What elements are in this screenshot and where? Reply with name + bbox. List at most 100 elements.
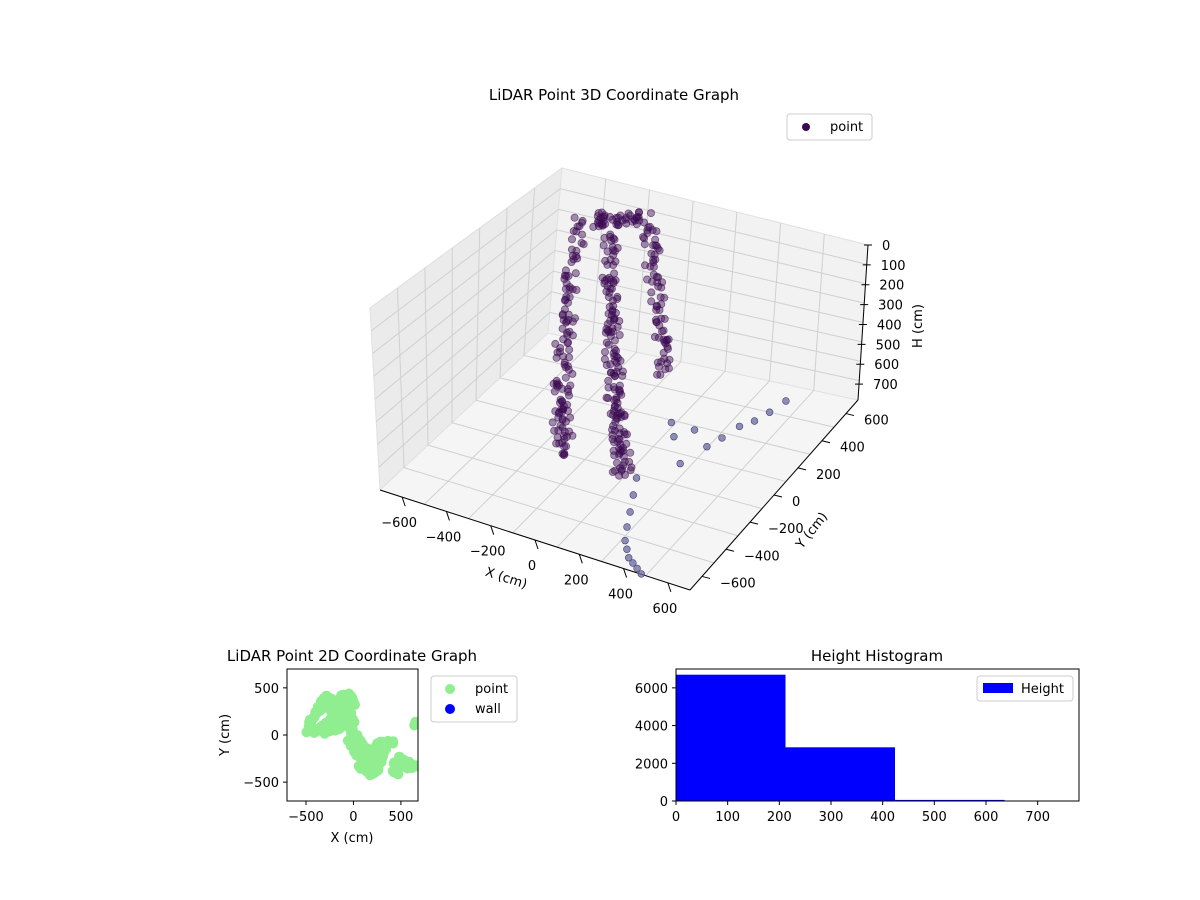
scatter-point-3d xyxy=(599,241,608,250)
scatter-point-3d xyxy=(552,353,561,362)
scatter-point-3d xyxy=(615,330,624,339)
legend-3d-label: point xyxy=(830,120,863,135)
x-tick-label-3d: −600 xyxy=(381,516,417,531)
scatter-point-3d xyxy=(653,370,662,379)
ticks-histogram: 0 100 200 300 400 500 600 700 0 2000 4000 6000 xyxy=(635,682,1050,825)
grid-line-z xyxy=(375,270,862,423)
scatter-point-3d xyxy=(627,463,636,472)
scatter-point-3d xyxy=(606,360,615,369)
grid-line-y xyxy=(396,287,715,564)
scatter-point-3d-outlier xyxy=(667,418,676,427)
z-tick-label-3d: 400 xyxy=(877,318,902,333)
scatter-point-3d xyxy=(615,449,624,458)
scatter-point-3d xyxy=(571,269,580,278)
grid-3d xyxy=(370,178,867,577)
scatter-point-3d xyxy=(568,235,577,244)
scatter-point-3d xyxy=(565,283,574,292)
histogram-bars xyxy=(676,674,1005,801)
scatter-point-3d xyxy=(565,285,574,294)
scatter-point-3d xyxy=(646,262,655,271)
scatter-point-3d xyxy=(558,310,567,319)
chart-2d: LiDAR Point 2D Coordinate Graph −500 0 500… xyxy=(218,647,518,846)
scatter-point-3d-outlier xyxy=(782,397,790,405)
x-tick-3d xyxy=(667,582,672,593)
scatter-point-3d xyxy=(647,288,656,297)
scatter-point-3d xyxy=(559,352,568,361)
scatter-point-3d xyxy=(640,218,649,227)
scatter-point-3d xyxy=(652,227,661,236)
scatter-point-2d xyxy=(327,703,338,714)
scatter-point-3d xyxy=(617,390,626,399)
legend-2d-swatch-wall xyxy=(445,704,455,714)
ticks-2d: −500 0 500 500 0 −500 xyxy=(243,682,413,825)
scatter-point-3d xyxy=(647,209,656,218)
x-tick-label-histogram: 400 xyxy=(870,810,895,825)
scatter-point-3d xyxy=(599,213,608,222)
grid-line-y xyxy=(523,187,835,428)
y-tick-label-3d: 200 xyxy=(816,468,841,483)
grid-line-x xyxy=(423,178,607,505)
scatter-point-3d xyxy=(558,438,567,447)
scatter-point-3d xyxy=(602,393,611,402)
histogram-bar xyxy=(785,747,895,801)
y-tick-3d xyxy=(701,575,711,579)
scatter-point-3d xyxy=(615,317,624,326)
scatter-point-3d xyxy=(654,333,663,342)
y-tick-3d xyxy=(845,413,855,417)
scatter-point-2d xyxy=(380,744,391,755)
y-tick-3d xyxy=(749,521,759,525)
y-tick-label-histogram: 4000 xyxy=(635,720,668,735)
scatter-point-3d xyxy=(604,293,613,302)
grid-line-x xyxy=(556,211,738,548)
x-tick-label-2d: −500 xyxy=(288,810,324,825)
scatter-point-3d xyxy=(564,271,573,280)
scatter-point-3d xyxy=(618,465,627,474)
scatter-point-3d xyxy=(635,208,644,217)
grid-line-x xyxy=(645,233,825,577)
scatter-3d-points xyxy=(548,208,790,578)
x-tick-label-histogram: 200 xyxy=(767,810,792,825)
scatter-point-3d xyxy=(610,269,619,278)
scatter-point-2d xyxy=(354,761,364,772)
scatter-point-3d-outlier xyxy=(633,564,641,573)
scatter-point-3d xyxy=(604,376,613,385)
scatter-point-3d xyxy=(601,347,610,356)
scatter-point-3d xyxy=(654,282,663,291)
scatter-point-3d xyxy=(560,274,569,283)
grid-line-y xyxy=(424,267,739,537)
scatter-point-3d xyxy=(610,344,619,353)
legend-histogram: Height xyxy=(976,675,1074,702)
legend-3d: point xyxy=(786,113,873,141)
scatter-point-3d xyxy=(648,277,657,286)
histogram-bar xyxy=(895,799,1005,801)
scatter-point-3d xyxy=(606,409,615,418)
y-tick-label-histogram: 0 xyxy=(660,795,668,810)
scatter-point-3d xyxy=(604,327,613,336)
grid-line-z xyxy=(374,249,864,400)
scatter-point-3d xyxy=(647,249,656,258)
scatter-point-3d xyxy=(610,336,619,345)
scatter-point-2d xyxy=(375,736,386,747)
scatter-point-3d xyxy=(607,236,616,245)
histogram-frame xyxy=(675,668,1080,802)
grid-line-z xyxy=(377,291,861,445)
scatter-point-3d xyxy=(552,380,561,389)
chart-2d-title: LiDAR Point 2D Coordinate Graph xyxy=(227,647,477,665)
scatter-point-3d-outlier xyxy=(765,408,774,416)
z-tick-label-3d: 0 xyxy=(882,239,890,254)
x-tick-label-3d: 200 xyxy=(564,573,589,588)
scatter-point-3d-outlier xyxy=(690,426,699,434)
scatter-point-3d xyxy=(568,431,577,440)
z-tick-label-3d: 700 xyxy=(873,378,898,393)
scatter-point-3d xyxy=(608,215,617,224)
y-tick-label-3d: −400 xyxy=(744,549,780,564)
scatter-point-3d xyxy=(639,232,648,241)
x-tick-label-histogram: 0 xyxy=(672,810,680,825)
scatter-point-3d-outlier xyxy=(735,422,744,431)
scatter-point-3d-outlier xyxy=(629,491,637,499)
scatter-point-3d xyxy=(554,426,563,435)
z-tick-label-3d: 500 xyxy=(876,338,901,353)
scatter-point-3d xyxy=(651,241,660,250)
x-axis-label-2d: X (cm) xyxy=(331,831,374,846)
scatter-point-3d xyxy=(608,243,617,252)
